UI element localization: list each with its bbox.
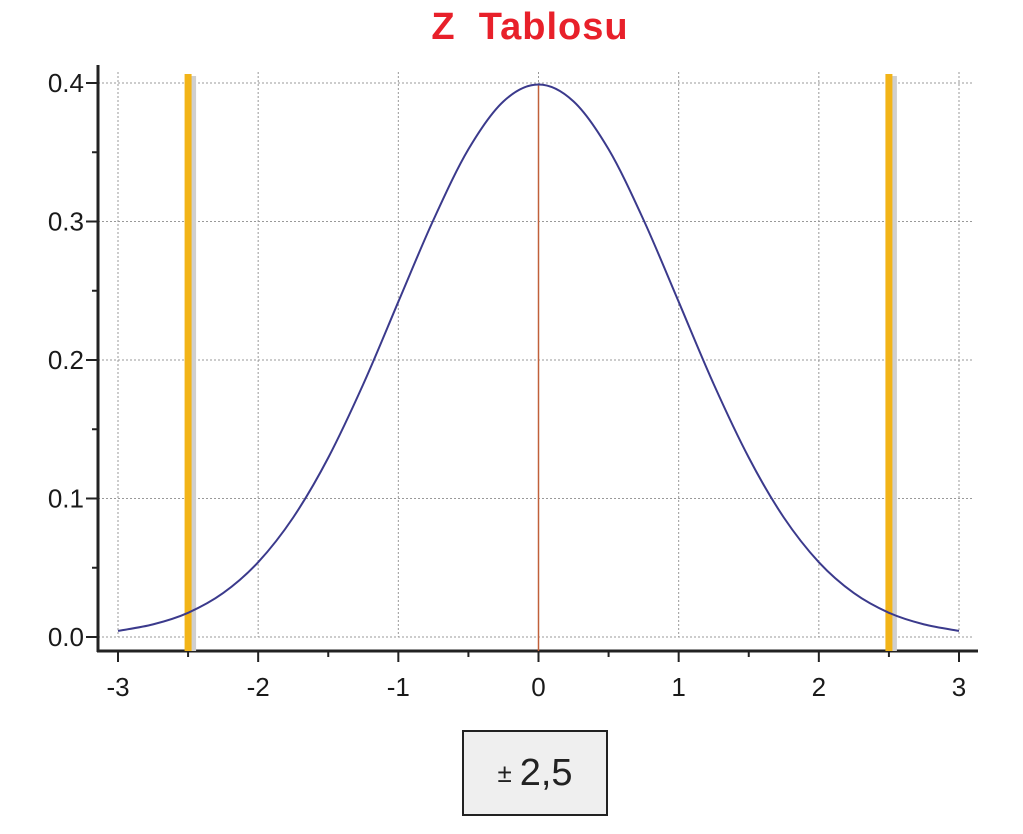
x-tick-label: 2: [812, 672, 826, 702]
data-point: [257, 561, 259, 563]
data-point: [327, 457, 329, 459]
x-tick-label: 0: [531, 672, 545, 702]
data-point: [292, 517, 294, 519]
density-curve: [117, 83, 960, 632]
data-point: [888, 612, 890, 614]
plus-minus-sign: ±: [497, 757, 512, 788]
x-tick-label: 3: [952, 672, 966, 702]
data-point: [783, 517, 785, 519]
x-tick-label: 1: [671, 672, 685, 702]
data-point: [362, 383, 364, 385]
data-point: [748, 457, 750, 459]
data-point: [503, 101, 505, 103]
x-tick-label: -2: [247, 672, 270, 702]
axes: [86, 65, 978, 662]
data-point: [468, 149, 470, 151]
data-point: [398, 301, 400, 303]
grid: [98, 72, 972, 638]
data-point: [678, 301, 680, 303]
y-tick-label: 0.4: [48, 68, 84, 98]
data-point: [608, 149, 610, 151]
data-point: [433, 219, 435, 221]
data-point: [222, 592, 224, 594]
data-point: [643, 219, 645, 221]
data-point: [573, 101, 575, 103]
data-point: [923, 624, 925, 626]
data-point: [117, 630, 119, 632]
density-curve-group: [117, 83, 960, 632]
data-point: [152, 624, 154, 626]
data-point: [958, 630, 960, 632]
critical-value: 2,5: [519, 751, 573, 794]
data-point: [713, 383, 715, 385]
data-point: [187, 612, 189, 614]
y-tick-label: 0.1: [48, 484, 84, 514]
tick-labels: 0.0 0.1 0.2 0.3 0.4 -3 -2 -1 0 1 2 3: [48, 68, 966, 702]
y-tick-label: 0.0: [48, 622, 84, 652]
y-tick-label: 0.2: [48, 345, 84, 375]
data-point: [853, 592, 855, 594]
z-distribution-chart: 0.0 0.1 0.2 0.3 0.4 -3 -2 -1 0 1 2 3: [48, 65, 978, 702]
x-tick-label: -1: [387, 672, 410, 702]
vertical-lines: [184, 74, 897, 651]
y-tick-label: 0.3: [48, 207, 84, 237]
x-tick-label: -3: [106, 672, 129, 702]
data-point: [538, 84, 540, 86]
data-point: [818, 561, 820, 563]
critical-value-box: ± 2,5: [462, 730, 608, 816]
chart-title: Z Tablosu: [431, 6, 629, 48]
